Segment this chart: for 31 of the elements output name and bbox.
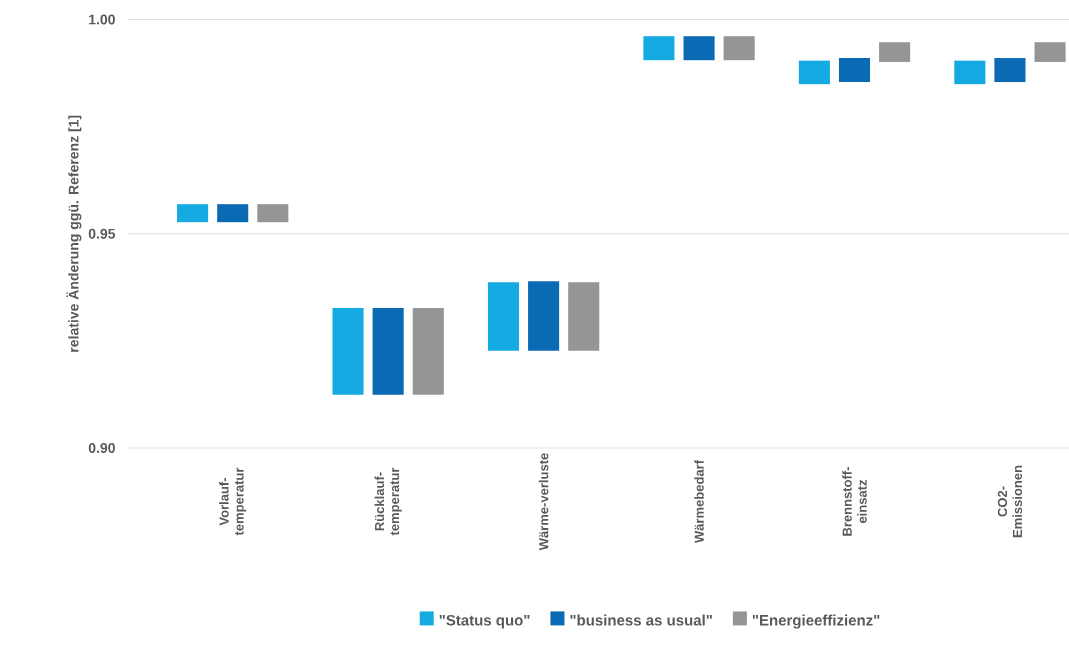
bar xyxy=(723,36,755,61)
bar xyxy=(798,60,830,85)
bar xyxy=(1034,42,1066,62)
x-tick-label: Wärme-verluste xyxy=(538,453,549,551)
y-tick-label: 0.90 xyxy=(88,443,115,453)
x-tick-label: Brennstoff-einsatz xyxy=(842,467,867,536)
legend-label: "Status quo" xyxy=(439,614,530,629)
y-axis-title: relative Änderung ggü. Referenz [1] xyxy=(66,115,82,352)
bar xyxy=(372,307,404,395)
x-tick-label: Vorlauf-temperatur xyxy=(219,467,247,536)
bar xyxy=(412,307,444,395)
bar xyxy=(332,307,364,395)
y-tick-label: 1.00 xyxy=(89,14,115,25)
legend-label: "business as usual" xyxy=(570,614,712,626)
bar xyxy=(177,204,209,223)
bar xyxy=(643,36,675,61)
legend-label: "Energieeffizienz" xyxy=(752,614,880,629)
x-tick-label: CO2-Emissionen xyxy=(997,465,1023,538)
x-tick-label: Wärmebedarf xyxy=(694,459,704,544)
bar xyxy=(683,36,715,61)
bar xyxy=(257,204,289,223)
bar xyxy=(879,42,911,62)
bar xyxy=(994,58,1026,83)
bar xyxy=(217,204,249,223)
y-tick-label: 0.95 xyxy=(88,228,116,239)
bar xyxy=(954,60,986,85)
x-tick-label: Rücklauf-temperatur xyxy=(374,467,402,536)
bar xyxy=(568,282,600,351)
bar xyxy=(528,281,560,351)
bar xyxy=(487,282,520,351)
bar xyxy=(838,58,871,83)
